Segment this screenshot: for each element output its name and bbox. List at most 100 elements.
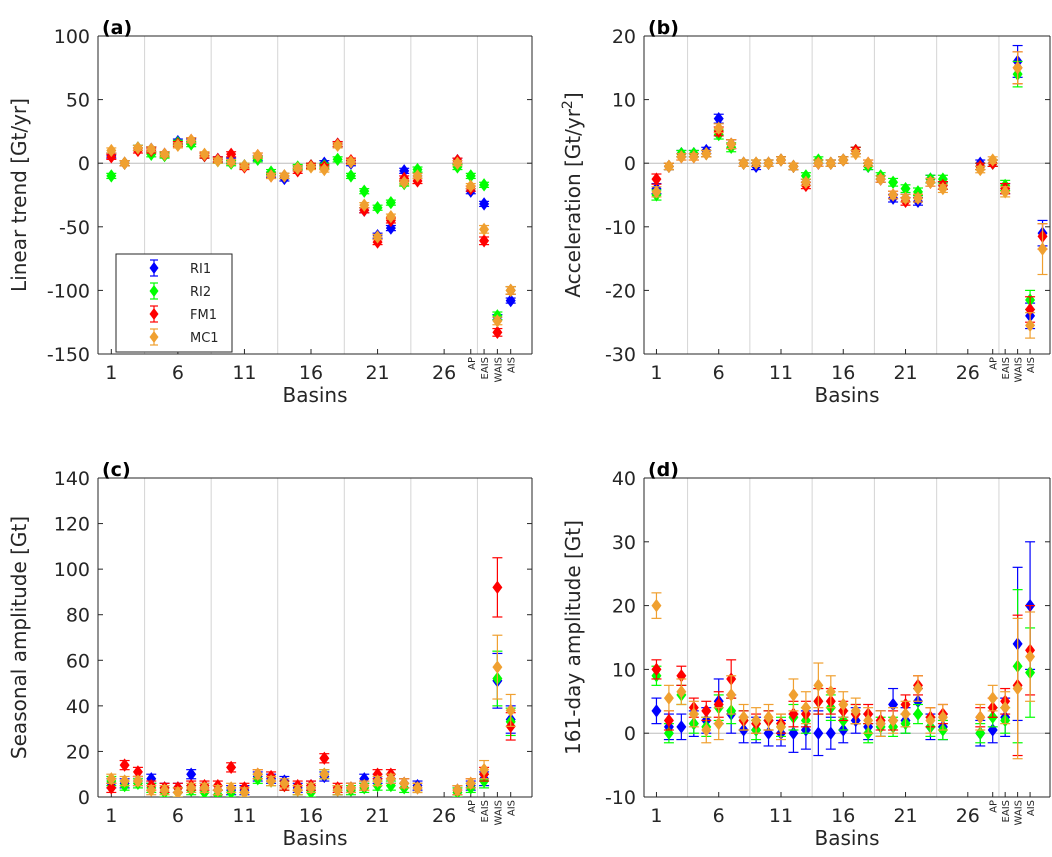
x-tick-label-region: AP bbox=[989, 800, 1000, 813]
data-point bbox=[701, 146, 712, 161]
data-point bbox=[319, 767, 330, 781]
data-point bbox=[763, 156, 774, 170]
data-point bbox=[479, 222, 490, 237]
data-point bbox=[239, 159, 250, 173]
data-point bbox=[372, 230, 383, 244]
data-point bbox=[492, 325, 503, 340]
data-point bbox=[863, 713, 874, 728]
data-point bbox=[119, 774, 130, 788]
x-tick-label: 6 bbox=[713, 805, 725, 827]
data-point bbox=[479, 762, 490, 777]
y-axis-label: 161-day amplitude [Gt] bbox=[561, 520, 585, 755]
series-group bbox=[651, 44, 1048, 339]
data-point bbox=[713, 716, 724, 731]
data-point bbox=[850, 704, 861, 718]
data-point bbox=[505, 293, 516, 308]
data-point bbox=[813, 156, 824, 170]
x-tick-label-region: AIS bbox=[507, 357, 518, 373]
data-point bbox=[239, 785, 250, 797]
data-point bbox=[1000, 185, 1011, 199]
data-point bbox=[800, 175, 811, 189]
x-tick-label-region: AIS bbox=[1026, 357, 1037, 373]
x-tick-label: 16 bbox=[831, 362, 855, 384]
x-tick-label: 26 bbox=[432, 805, 456, 827]
data-point bbox=[888, 175, 899, 189]
data-point bbox=[651, 598, 662, 613]
data-point bbox=[292, 161, 303, 175]
legend-marker bbox=[149, 262, 159, 274]
data-point bbox=[412, 781, 423, 795]
data-point bbox=[651, 662, 662, 677]
legend-marker bbox=[149, 331, 159, 343]
data-point bbox=[937, 710, 948, 724]
data-point bbox=[775, 720, 786, 734]
y-tick-label: 120 bbox=[54, 514, 90, 536]
legend: RI1 RI2 FM1 MC1 bbox=[115, 253, 233, 353]
data-point bbox=[676, 685, 687, 699]
data-point bbox=[385, 772, 396, 786]
series-group bbox=[106, 133, 516, 340]
data-point bbox=[479, 197, 490, 211]
y-tick-label: 10 bbox=[612, 90, 636, 112]
x-tick-label: 11 bbox=[769, 362, 793, 384]
data-point bbox=[825, 726, 836, 740]
x-tick-label: 1 bbox=[105, 805, 117, 827]
y-tick-label: -150 bbox=[47, 344, 90, 366]
data-point bbox=[492, 580, 503, 595]
data-point bbox=[345, 781, 356, 795]
data-point bbox=[106, 772, 117, 786]
data-point bbox=[676, 720, 687, 734]
data-point bbox=[505, 283, 516, 298]
y-tick-label: -30 bbox=[605, 344, 636, 366]
x-tick-label-region: EAIS bbox=[1001, 800, 1012, 822]
x-tick-label-region: AP bbox=[989, 357, 1000, 370]
y-tick-label: 50 bbox=[66, 90, 90, 112]
data-point bbox=[912, 681, 923, 696]
data-point bbox=[212, 783, 223, 797]
data-point bbox=[412, 169, 423, 183]
data-point bbox=[1012, 681, 1023, 696]
data-point bbox=[505, 703, 516, 718]
x-tick-label-region: EAIS bbox=[480, 800, 491, 822]
y-tick-label: 80 bbox=[66, 605, 90, 627]
series-mc1 bbox=[106, 133, 516, 328]
data-point bbox=[492, 660, 503, 674]
x-tick-label: 1 bbox=[650, 805, 662, 827]
data-point bbox=[651, 172, 662, 186]
x-tick-label-region: EAIS bbox=[1001, 357, 1012, 379]
data-point bbox=[452, 156, 463, 170]
data-point bbox=[1012, 61, 1023, 75]
y-tick-label: 0 bbox=[624, 153, 636, 175]
data-point bbox=[359, 778, 370, 793]
data-point bbox=[763, 710, 774, 724]
data-point bbox=[688, 150, 699, 164]
data-point bbox=[751, 156, 762, 170]
data-point bbox=[1000, 701, 1011, 715]
x-tick-label: 21 bbox=[365, 362, 389, 384]
data-point bbox=[800, 701, 811, 715]
legend-label: RI1 bbox=[190, 262, 211, 277]
data-point bbox=[159, 147, 170, 161]
data-point bbox=[385, 221, 396, 235]
data-point bbox=[212, 153, 223, 168]
data-point bbox=[863, 156, 874, 170]
x-axis-label: Basins bbox=[282, 383, 347, 407]
data-point bbox=[925, 175, 936, 189]
x-tick-label-region: AP bbox=[467, 800, 478, 813]
y-tick-label: 20 bbox=[612, 596, 636, 618]
data-point bbox=[332, 138, 343, 153]
data-point bbox=[252, 148, 263, 163]
data-point bbox=[106, 781, 117, 795]
data-point bbox=[479, 178, 490, 192]
y-tick-label: -50 bbox=[59, 217, 90, 239]
data-point bbox=[850, 146, 861, 161]
x-tick-label: 26 bbox=[432, 362, 456, 384]
panel-tag: (c) bbox=[102, 459, 131, 481]
data-point bbox=[106, 169, 117, 183]
data-point bbox=[172, 138, 183, 153]
data-point bbox=[875, 172, 886, 186]
x-tick-label: 11 bbox=[769, 805, 793, 827]
legend-marker bbox=[149, 285, 159, 297]
data-point bbox=[713, 121, 724, 135]
